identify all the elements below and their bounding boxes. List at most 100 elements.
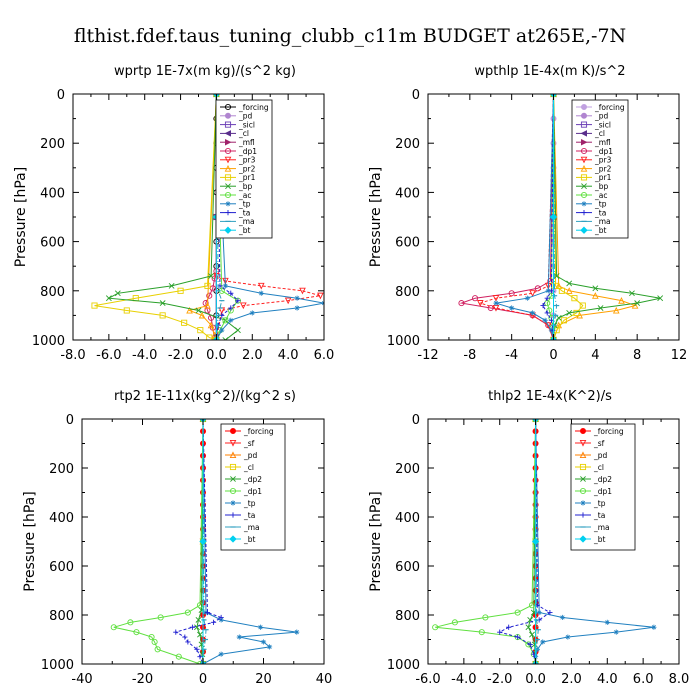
data-point [529, 310, 536, 316]
data-point [550, 327, 556, 333]
legend-marker [579, 439, 587, 447]
data-point [249, 310, 255, 316]
data-point [613, 629, 619, 635]
legend-label: _cl [594, 129, 605, 138]
x-tick-label: -4.0 [132, 348, 157, 363]
data-point [592, 285, 599, 292]
data-point [545, 288, 551, 294]
legend-label: _bp [238, 182, 253, 191]
panel-title: rtp2 1E-11x(kg^2)/(kg^2 s) [114, 389, 296, 404]
y-tick-label: 1000 [41, 658, 74, 673]
data-point [91, 302, 98, 309]
legend-label: _pr1 [594, 173, 612, 182]
data-point [559, 614, 566, 621]
data-point [185, 639, 191, 645]
legend-label: _sicl [594, 120, 611, 129]
series-line [174, 419, 223, 664]
data-point [186, 306, 193, 314]
data-point [159, 312, 166, 319]
data-point [458, 300, 465, 307]
data-point [159, 300, 166, 307]
x-tick-label: -20 [132, 672, 153, 687]
data-point [487, 304, 494, 312]
y-tick-label: 800 [395, 609, 420, 624]
data-point [604, 619, 610, 625]
y-tick-label: 600 [49, 560, 74, 575]
legend-marker [580, 500, 586, 506]
data-point [204, 301, 211, 309]
x-tick-label: 8.0 [669, 672, 690, 687]
legend-marker [224, 103, 232, 111]
data-point [127, 619, 134, 626]
y-tick-label: 1000 [387, 334, 420, 349]
data-point [257, 624, 264, 630]
legend-marker [580, 147, 588, 155]
legend-label: _pr2 [238, 164, 256, 173]
legend-marker [224, 147, 232, 155]
x-tick-label: -8 [463, 348, 476, 363]
legend-marker [581, 210, 587, 216]
data-point [536, 609, 542, 616]
data-point [597, 305, 604, 311]
legend-marker [224, 138, 232, 146]
data-point [525, 624, 532, 631]
x-tick-label: -6.0 [96, 348, 121, 363]
data-point [235, 298, 241, 304]
x-tick-label: 4.0 [597, 672, 618, 687]
data-point [566, 310, 573, 316]
y-tick-label: 400 [395, 511, 420, 526]
legend-label: _ta [243, 511, 255, 520]
legend-marker [580, 512, 586, 518]
legend-label: _bt [238, 226, 251, 235]
legend-label: _tp [593, 499, 606, 508]
x-tick-label: 6.0 [633, 672, 654, 687]
data-point [260, 639, 267, 645]
x-tick-label: 0 [549, 348, 557, 363]
data-point [540, 639, 546, 645]
data-point [228, 305, 234, 311]
data-point [514, 609, 521, 616]
data-point [204, 282, 211, 289]
x-tick-label: -8.0 [60, 348, 85, 363]
data-point [195, 616, 202, 623]
series-line [202, 419, 207, 664]
legend-marker [225, 183, 231, 190]
series-line [94, 94, 217, 340]
data-point [218, 651, 224, 657]
x-tick-label: 4 [591, 348, 599, 363]
data-point [151, 638, 158, 646]
y-axis-label: Pressure [hPa] [13, 167, 29, 267]
series-line [113, 419, 204, 664]
main-title: flthist.fdef.taus_tuning_clubb_c11m BUDG… [74, 25, 626, 47]
data-point [618, 297, 625, 304]
legend-label: _pr3 [594, 156, 612, 165]
panel-title: wprtp 1E-7x(m kg)/(s^2 kg) [114, 64, 296, 79]
series-line [107, 94, 239, 340]
y-tick-label: 0 [412, 413, 420, 428]
legend-label: _ta [594, 208, 606, 217]
data-point [181, 319, 188, 326]
panels: wprtp 1E-7x(m kg)/(s^2 kg) Pressure [hPa]… [13, 64, 689, 687]
legend-marker [580, 156, 588, 164]
y-tick-label: 600 [40, 236, 65, 251]
data-point [284, 297, 292, 305]
legend: _forcing_pd_sicl_cl_mfl_dp1_pr3_pr2_pr1_… [215, 99, 273, 239]
legend-marker [580, 130, 587, 137]
x-tick-label: -6.0 [415, 672, 440, 687]
data-point [476, 300, 484, 307]
data-point [206, 334, 213, 340]
legend-marker [225, 201, 231, 207]
x-tick-label: -12 [417, 348, 438, 363]
x-tick-label: -2.0 [168, 348, 193, 363]
data-point [258, 290, 264, 296]
legend-label: _ma [594, 217, 611, 226]
panel-title: thlp2 1E-4x(K^2)/s [488, 389, 612, 404]
series-line [478, 94, 554, 340]
data-point [206, 292, 213, 299]
legend-label: _ac [238, 191, 251, 200]
data-point [544, 295, 550, 301]
y-tick-label: 1000 [32, 334, 65, 349]
series-line [196, 419, 204, 664]
legend-marker [580, 226, 588, 234]
legend-label: _pd [594, 112, 609, 121]
